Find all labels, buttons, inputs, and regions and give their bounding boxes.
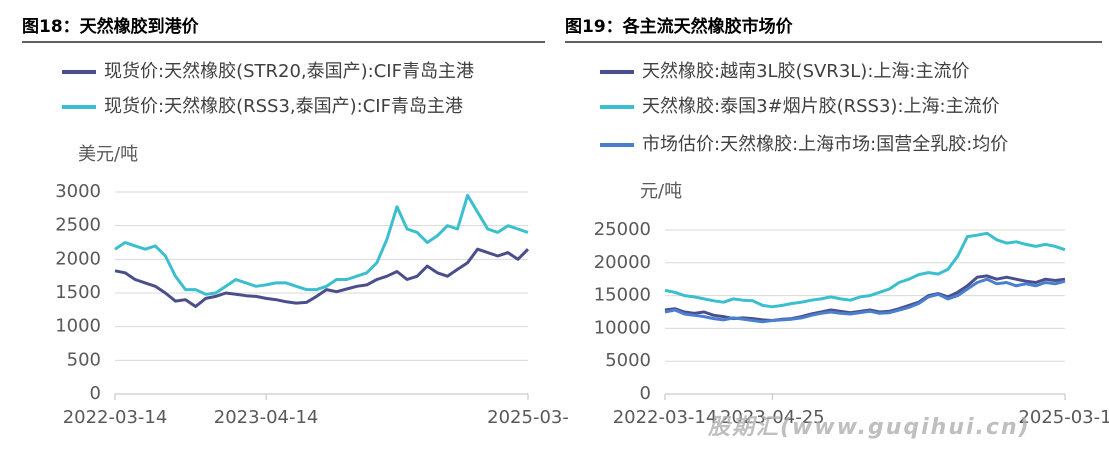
y-tick-label: 0 xyxy=(90,383,101,404)
y-tick-label: 2500 xyxy=(55,215,101,236)
x-tick-label: 2025-03-1 xyxy=(1018,407,1109,428)
x-tick-label: 2023-04-25 xyxy=(720,407,825,428)
chart-title: 图19：各主流天然橡胶市场价 xyxy=(565,16,794,37)
y-tick-label: 1000 xyxy=(55,316,101,337)
x-tick-label: 2025-03- xyxy=(487,407,569,428)
series-line xyxy=(664,231,1066,309)
legend-label: 天然橡胶:泰国3#烟片胶(RSS3):上海:主流价 xyxy=(642,96,1000,117)
watermark: 股期汇(www.guqihui.cn) xyxy=(707,415,1031,440)
y-axis-label: 美元/吨 xyxy=(78,144,138,165)
legend-label: 现货价:天然橡胶(RSS3,泰国产):CIF青岛主港 xyxy=(104,96,463,117)
legend-label: 天然橡胶:越南3L胶(SVR3L):上海:主流价 xyxy=(642,61,969,82)
chart-title: 图18：天然橡胶到港价 xyxy=(22,16,200,37)
legend-label: 市场估价:天然橡胶:上海市场:国营全乳胶:均价 xyxy=(642,134,1008,155)
y-tick-label: 1500 xyxy=(55,282,101,303)
y-tick-label: 5000 xyxy=(605,350,651,371)
x-tick-label: 2023-04-14 xyxy=(214,407,319,428)
y-tick-label: 2000 xyxy=(55,248,101,269)
y-tick-label: 10000 xyxy=(594,317,651,338)
y-axis-label: 元/吨 xyxy=(640,181,682,202)
y-tick-label: 15000 xyxy=(594,285,651,306)
series-line xyxy=(664,277,1066,324)
x-tick-label: 2022-03-14 xyxy=(63,407,168,428)
y-tick-label: 3000 xyxy=(55,181,101,202)
legend-label: 现货价:天然橡胶(STR20,泰国产):CIF青岛主港 xyxy=(104,61,474,82)
y-tick-label: 25000 xyxy=(594,219,651,240)
series-line xyxy=(114,193,529,296)
y-tick-label: 20000 xyxy=(594,252,651,273)
x-tick-label: 2022-03-14 xyxy=(613,407,718,428)
y-tick-label: 500 xyxy=(67,349,101,370)
series-line xyxy=(114,247,530,308)
y-tick-label: 0 xyxy=(640,383,651,404)
